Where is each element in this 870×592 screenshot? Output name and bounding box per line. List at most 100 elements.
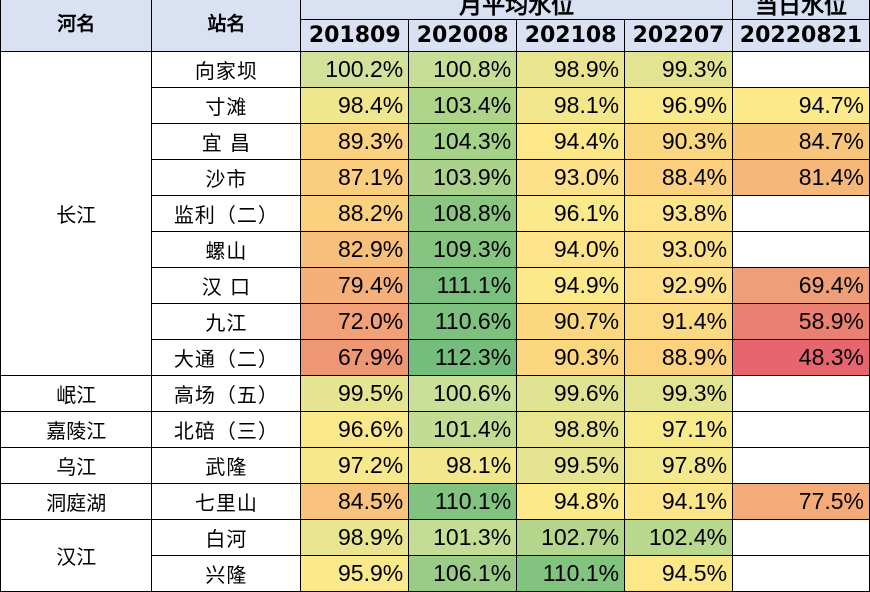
value-cell: 110.6% — [408, 303, 518, 340]
header-monthly-average: 月平均水位 — [300, 0, 734, 20]
station-cell: 大通（二） — [151, 339, 302, 376]
station-cell: 高场（五） — [151, 375, 302, 412]
value-cell: 87.1% — [300, 159, 410, 196]
station-cell: 武隆 — [151, 447, 302, 484]
value-cell — [732, 51, 870, 88]
value-cell: 92.9% — [624, 267, 734, 304]
value-cell: 81.4% — [732, 159, 870, 196]
value-cell: 94.4% — [516, 123, 626, 160]
value-cell: 101.3% — [408, 519, 518, 556]
value-cell: 91.4% — [624, 303, 734, 340]
table-row: 岷江 高场（五） 99.5% 100.6% 99.6% 99.3% — [0, 375, 870, 412]
value-cell: 98.4% — [300, 87, 410, 124]
table-row: 洞庭湖 七里山 84.5% 110.1% 94.8% 94.1% 77.5% — [0, 483, 870, 520]
value-cell: 109.3% — [408, 231, 518, 268]
value-cell: 112.3% — [408, 339, 518, 376]
value-cell: 96.9% — [624, 87, 734, 124]
table-row: 长江 向家坝 100.2% 100.8% 98.9% 99.3% — [0, 51, 870, 376]
river-cell: 乌江 — [0, 447, 153, 484]
value-cell: 100.6% — [408, 375, 518, 412]
value-cell: 108.8% — [408, 195, 518, 232]
table-row: 嘉陵江 北碚（三） 96.6% 101.4% 98.8% 97.1% — [0, 411, 870, 448]
value-cell: 88.2% — [300, 195, 410, 232]
value-cell: 94.1% — [624, 483, 734, 520]
value-cell: 99.3% — [624, 51, 734, 88]
value-cell: 101.4% — [408, 411, 518, 448]
station-cell: 宜 昌 — [151, 123, 302, 160]
value-cell: 111.1% — [408, 267, 518, 304]
value-cell: 98.9% — [516, 51, 626, 88]
value-cell: 102.7% — [516, 519, 626, 556]
table-row: 大通（二） 67.9% 112.3% 90.3% 88.9% 48.3% — [1, 339, 870, 376]
header-date: 202108 — [516, 19, 626, 52]
header-date: 201809 — [300, 19, 410, 52]
value-cell: 103.9% — [408, 159, 518, 196]
river-cell: 汉江 — [0, 519, 153, 592]
station-cell: 螺山 — [151, 231, 302, 268]
header-station: 站名 — [151, 0, 302, 52]
value-cell — [732, 231, 870, 268]
value-cell: 95.9% — [300, 555, 410, 592]
station-cell: 九江 — [151, 303, 302, 340]
value-cell: 88.9% — [624, 339, 734, 376]
value-cell: 103.4% — [408, 87, 518, 124]
value-cell: 104.3% — [408, 123, 518, 160]
value-cell: 84.7% — [732, 123, 870, 160]
table-row: 汉 口 79.4% 111.1% 94.9% 92.9% 69.4% — [1, 267, 870, 304]
value-cell: 79.4% — [300, 267, 410, 304]
header-date: 202008 — [408, 19, 518, 52]
table-row: 监利（二） 88.2% 108.8% 96.1% 93.8% — [1, 195, 870, 232]
value-cell: 99.6% — [516, 375, 626, 412]
value-cell: 97.1% — [624, 411, 734, 448]
value-cell: 97.8% — [624, 447, 734, 484]
river-cell: 嘉陵江 — [0, 411, 153, 448]
value-cell: 99.5% — [300, 375, 410, 412]
value-cell: 94.7% — [732, 87, 870, 124]
value-cell: 48.3% — [732, 339, 870, 376]
value-cell: 69.4% — [732, 267, 870, 304]
value-cell: 94.5% — [624, 555, 734, 592]
value-cell: 100.2% — [300, 51, 410, 88]
station-cell: 白河 — [151, 519, 302, 556]
value-cell: 84.5% — [300, 483, 410, 520]
value-cell: 99.3% — [624, 375, 734, 412]
value-cell: 98.9% — [300, 519, 410, 556]
value-cell: 90.7% — [516, 303, 626, 340]
value-cell: 99.5% — [516, 447, 626, 484]
header-river: 河名 — [0, 0, 153, 52]
value-cell: 77.5% — [732, 483, 870, 520]
table-row: 九江 72.0% 110.6% 90.7% 91.4% 58.9% — [1, 303, 870, 340]
value-cell: 72.0% — [300, 303, 410, 340]
value-cell: 67.9% — [300, 339, 410, 376]
value-cell: 97.2% — [300, 447, 410, 484]
river-cell: 长江 — [0, 51, 153, 376]
value-cell: 98.1% — [408, 447, 518, 484]
value-cell: 93.0% — [516, 159, 626, 196]
header-daily-level: 当日水位 — [732, 0, 870, 20]
value-cell: 82.9% — [300, 231, 410, 268]
value-cell: 106.1% — [408, 555, 518, 592]
value-cell: 102.4% — [624, 519, 734, 556]
value-cell — [732, 375, 870, 412]
value-cell: 90.3% — [516, 339, 626, 376]
value-cell: 94.8% — [516, 483, 626, 520]
value-cell — [732, 519, 870, 556]
value-cell — [732, 411, 870, 448]
value-cell: 96.1% — [516, 195, 626, 232]
value-cell: 93.0% — [624, 231, 734, 268]
table-row: 乌江 武隆 97.2% 98.1% 99.5% 97.8% — [0, 447, 870, 484]
value-cell: 110.1% — [516, 555, 626, 592]
value-cell: 89.3% — [300, 123, 410, 160]
station-cell: 监利（二） — [151, 195, 302, 232]
value-cell — [732, 555, 870, 592]
value-cell: 94.0% — [516, 231, 626, 268]
table-row: 宜 昌 89.3% 104.3% 94.4% 90.3% 84.7% — [1, 123, 870, 160]
station-cell: 沙市 — [151, 159, 302, 196]
value-cell: 58.9% — [732, 303, 870, 340]
value-cell: 90.3% — [624, 123, 734, 160]
station-cell: 北碚（三） — [151, 411, 302, 448]
value-cell: 98.1% — [516, 87, 626, 124]
value-cell: 100.8% — [408, 51, 518, 88]
river-cell: 洞庭湖 — [0, 483, 153, 520]
